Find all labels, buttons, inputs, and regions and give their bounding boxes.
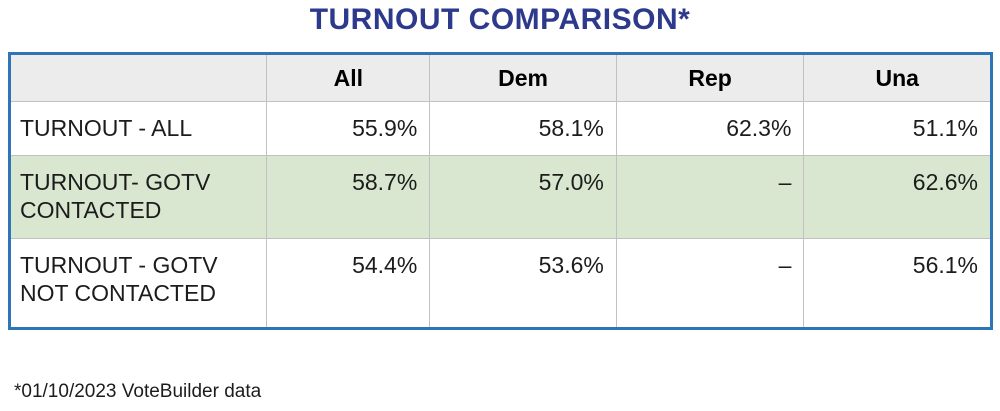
turnout-comparison-table: All Dem Rep Una TURNOUT - ALL 55.9% 58.1… bbox=[8, 52, 993, 330]
row-label: TURNOUT- GOTV CONTACTED bbox=[8, 155, 268, 239]
table-row-turnout-gotv-contacted: TURNOUT- GOTV CONTACTED 58.7% 57.0% – 62… bbox=[8, 155, 992, 239]
cell-value: 62.3% bbox=[615, 101, 805, 156]
cell-value: – bbox=[615, 155, 805, 239]
cell-value: 55.9% bbox=[266, 101, 431, 156]
header-row: All Dem Rep Una bbox=[8, 53, 992, 102]
column-header-dem: Dem bbox=[429, 53, 617, 102]
table-row-turnout-gotv-not-contacted: TURNOUT - GOTV NOT CONTACTED 54.4% 53.6%… bbox=[8, 238, 992, 329]
table-row-turnout-all: TURNOUT - ALL 55.9% 58.1% 62.3% 51.1% bbox=[8, 101, 992, 156]
cell-value: 58.7% bbox=[266, 155, 431, 239]
cell-value: 57.0% bbox=[429, 155, 617, 239]
cell-value: 53.6% bbox=[429, 238, 617, 329]
cell-value: 62.6% bbox=[803, 155, 992, 239]
page-title: TURNOUT COMPARISON* bbox=[309, 3, 691, 36]
cell-value: 51.1% bbox=[803, 101, 992, 156]
cell-value: – bbox=[615, 238, 805, 329]
column-header-empty bbox=[8, 53, 268, 102]
cell-value: 58.1% bbox=[429, 101, 617, 156]
cell-value: 54.4% bbox=[266, 238, 431, 329]
column-header-all: All bbox=[266, 53, 431, 102]
row-label: TURNOUT - ALL bbox=[8, 101, 268, 156]
footnote: *01/10/2023 VoteBuilder data bbox=[14, 381, 262, 402]
column-header-una: Una bbox=[803, 53, 992, 102]
row-label: TURNOUT - GOTV NOT CONTACTED bbox=[8, 238, 268, 329]
column-header-rep: Rep bbox=[615, 53, 805, 102]
cell-value: 56.1% bbox=[803, 238, 992, 329]
